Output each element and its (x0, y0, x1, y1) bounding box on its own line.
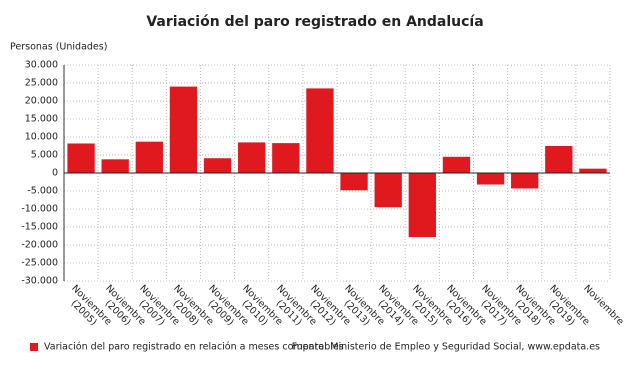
bar (476, 173, 505, 185)
bar (169, 86, 198, 173)
y-axis-label: Personas (Unidades) (10, 42, 107, 53)
y-tick-label: 0 (52, 168, 58, 179)
y-tick-label: 20.000 (25, 96, 58, 107)
y-tick-label: -30.000 (21, 276, 58, 287)
bar (272, 143, 300, 173)
chart-title: Variación del paro registrado en Andaluc… (146, 14, 483, 30)
bar (238, 142, 266, 173)
legend-swatch (30, 343, 38, 351)
bar (135, 141, 163, 173)
y-tick-label: 15.000 (25, 114, 58, 125)
y-tick-label: 5.000 (31, 150, 58, 161)
y-tick-label: -10.000 (21, 204, 58, 215)
y-tick-label: 25.000 (25, 78, 58, 89)
bar (442, 156, 471, 173)
bar (67, 143, 95, 173)
bar (579, 168, 607, 173)
y-tick-label: 30.000 (25, 60, 58, 71)
y-tick-label: 10.000 (25, 132, 58, 143)
bar (203, 158, 232, 173)
bar (340, 173, 368, 191)
bar (545, 146, 573, 173)
bar (374, 173, 402, 208)
bar (306, 88, 334, 173)
y-tick-label: -5.000 (27, 186, 58, 197)
y-tick-label: -25.000 (21, 258, 58, 269)
bar (511, 173, 539, 189)
bar (408, 173, 436, 238)
source: Fuente: Ministerio de Empleo y Seguridad… (292, 342, 600, 353)
bar (101, 159, 129, 173)
y-tick-label: -15.000 (21, 222, 58, 233)
y-tick-label: -20.000 (21, 240, 58, 251)
legend-label: Variación del paro registrado en relació… (44, 342, 344, 353)
